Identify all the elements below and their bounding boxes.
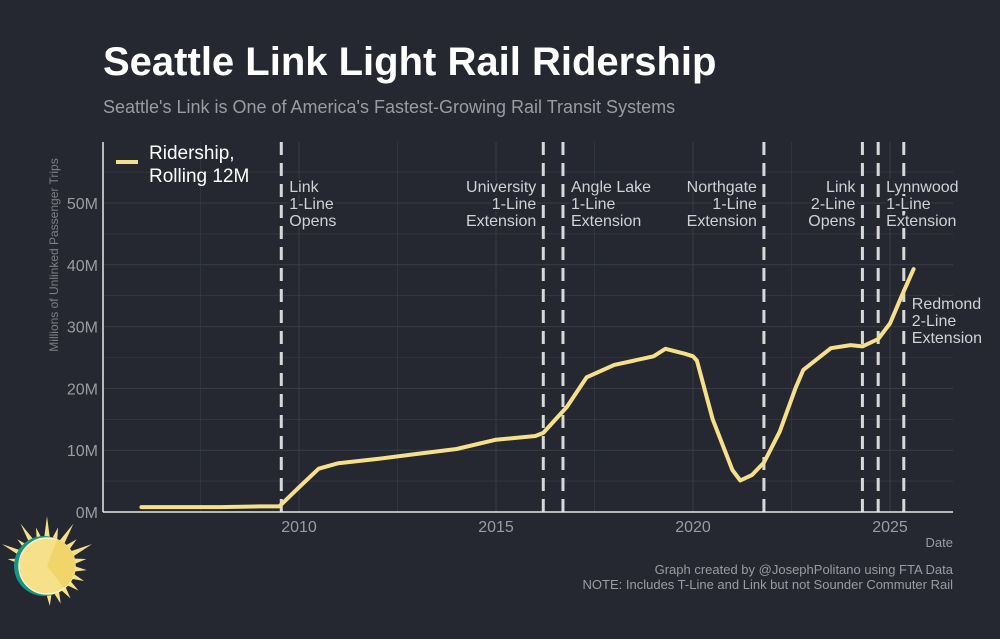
y-tick-label: 10M xyxy=(67,443,98,460)
series-line-ridership xyxy=(139,267,916,510)
annotation-label: Link xyxy=(826,179,856,196)
y-tick-label: 50M xyxy=(67,196,98,213)
annotation-label: Extension xyxy=(912,330,982,347)
annotation-label: Redmond xyxy=(912,296,981,313)
annotation-label: 2-Line xyxy=(912,313,957,330)
y-tick-label: 30M xyxy=(67,320,98,337)
y-tick-label: 40M xyxy=(67,258,98,275)
annotation-label: Northgate xyxy=(687,179,757,196)
sun-ray xyxy=(68,544,92,558)
annotation-label: Extension xyxy=(687,213,757,230)
page-subtitle: Seattle's Link is One of America's Faste… xyxy=(103,97,676,117)
legend: Ridership,Rolling 12M xyxy=(116,143,249,187)
y-axis-label: Millions of Unlinked Passenger Trips xyxy=(47,158,61,351)
annotation-label: Link xyxy=(289,179,319,196)
caption: Graph created by @JosephPolitano using F… xyxy=(583,562,953,592)
y-tick-label: 0M xyxy=(76,505,98,522)
sun-ray xyxy=(72,565,87,572)
annotation-label: 2-Line xyxy=(811,196,856,213)
annotation-label: 1-Line xyxy=(492,196,537,213)
x-tick-label: 2025 xyxy=(872,519,908,536)
annotation-label: Opens xyxy=(808,213,855,230)
sun-ray xyxy=(58,523,74,546)
y-tick-label: 20M xyxy=(67,381,98,398)
axes: 0M 10M 20M 30M 40M 50M 2010 2015 2020 2025 xyxy=(67,142,953,536)
annotations: Link1-LineOpensUniversity1-LineExtension… xyxy=(287,177,984,349)
annotation-label: 1-Line xyxy=(712,196,757,213)
annotation-label: Lynnwood xyxy=(886,179,958,196)
x-tick-label: 2015 xyxy=(478,519,514,536)
page-title: Seattle Link Light Rail Ridership xyxy=(103,40,717,84)
x-tick-label: 2020 xyxy=(675,519,711,536)
sun-icon xyxy=(2,516,92,606)
legend-label: Ridership, xyxy=(149,143,235,164)
annotation-label: Angle Lake xyxy=(571,179,651,196)
annotation-label: 1-Line xyxy=(886,196,931,213)
caption-note: NOTE: Includes T-Line and Link but not S… xyxy=(582,577,953,592)
annotation-label: Extension xyxy=(466,213,536,230)
annotation-label: Extension xyxy=(571,213,641,230)
annotation-label: 1-Line xyxy=(571,196,616,213)
legend-label: Rolling 12M xyxy=(149,166,249,187)
annotation-label: Opens xyxy=(289,213,336,230)
caption-credit: Graph created by @JosephPolitano using F… xyxy=(654,562,953,577)
x-tick-label: 2010 xyxy=(281,519,317,536)
annotation-label: 1-Line xyxy=(289,196,334,213)
sun-ray xyxy=(43,516,51,541)
x-axis-label: Date xyxy=(926,535,953,550)
annotation-label: University xyxy=(466,179,536,196)
annotation-label: Extension xyxy=(886,213,956,230)
